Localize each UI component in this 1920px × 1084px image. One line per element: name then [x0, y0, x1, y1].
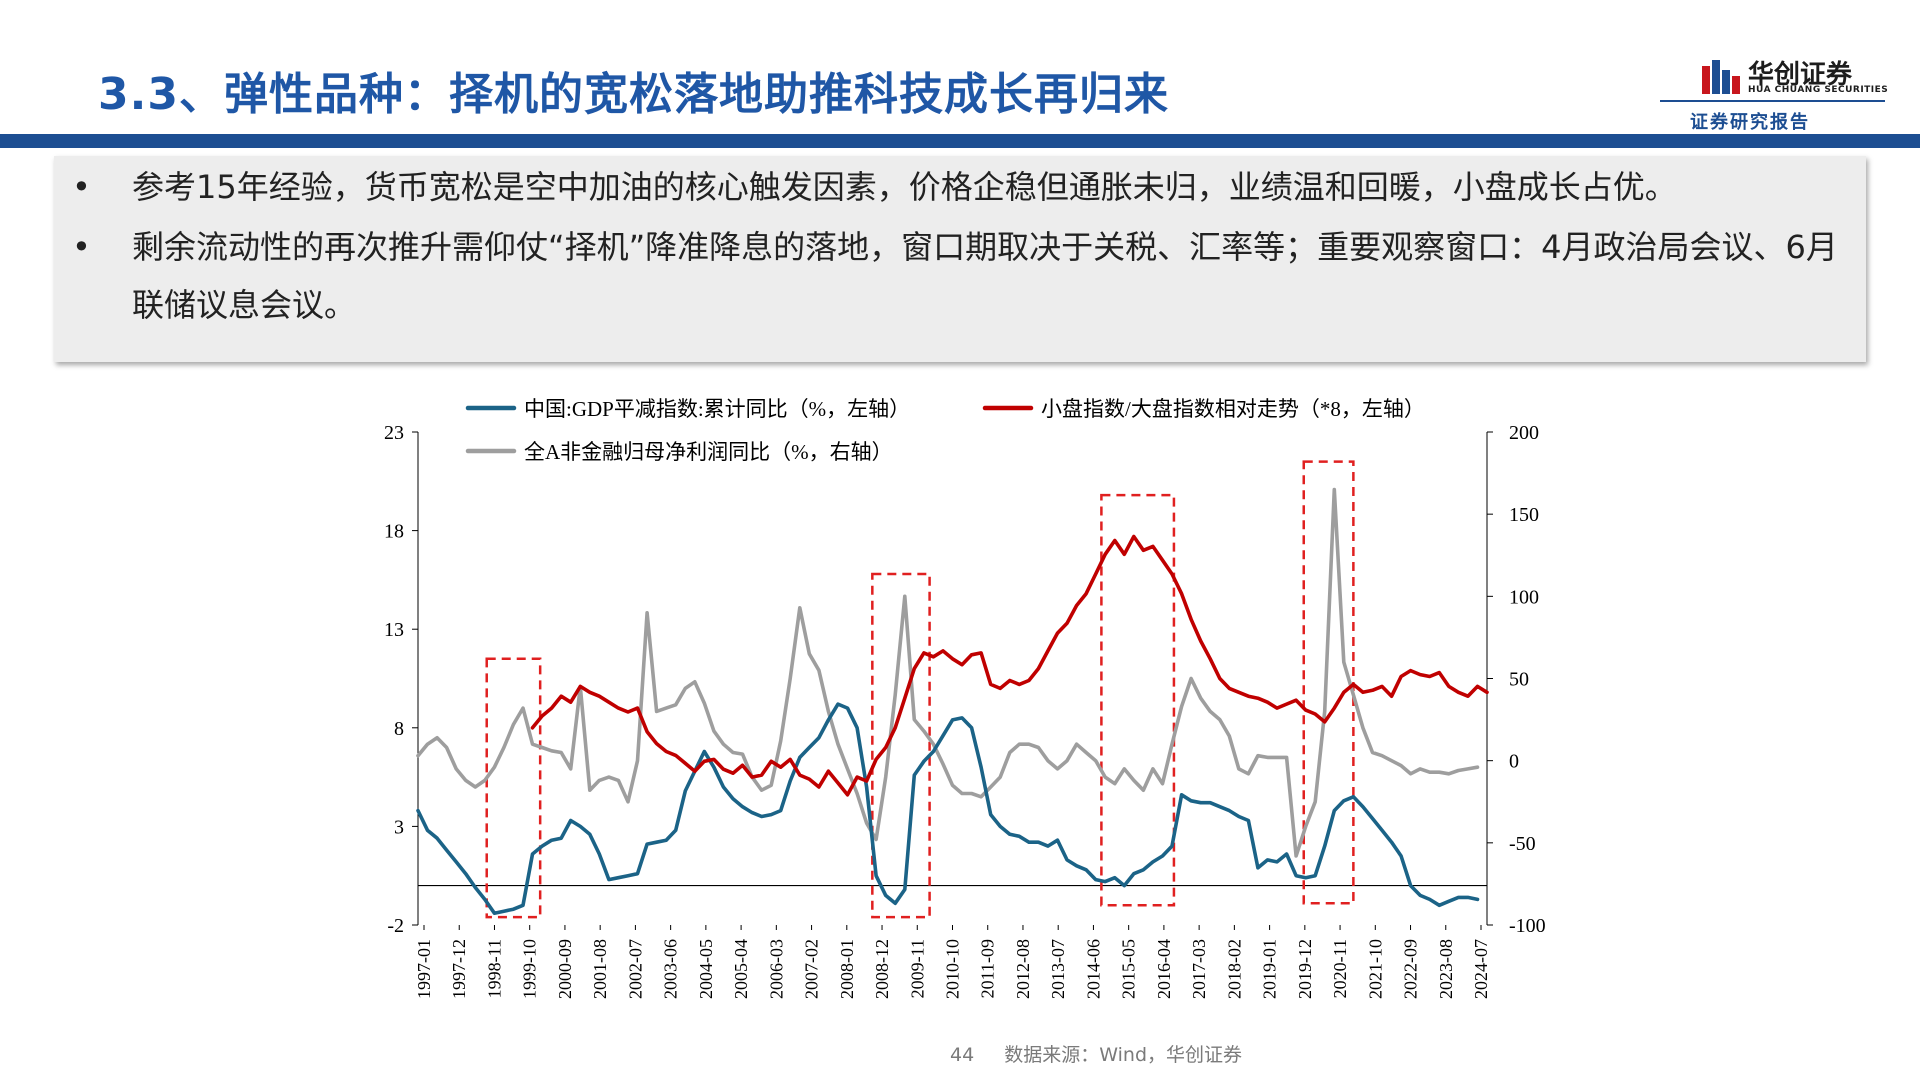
y-left-tick-label: 13	[384, 619, 404, 641]
x-tick-label: 2010-10	[943, 939, 963, 999]
series-line-2	[530, 534, 1489, 797]
y-left-tick-label: 8	[394, 718, 404, 740]
y-right-tick-label: 0	[1509, 751, 1519, 773]
y-right-tick-label: 50	[1509, 669, 1529, 691]
y-left-tick-label: 23	[384, 422, 404, 444]
legend-label: 全A非金融归母净利润同比（%，右轴）	[524, 440, 893, 464]
y-right-tick-label: 200	[1509, 422, 1539, 444]
x-tick-label: 2003-06	[661, 939, 681, 999]
x-tick-label: 2014-06	[1083, 939, 1103, 999]
x-tick-label: 2023-08	[1436, 939, 1456, 999]
summary-box: • 参考15年经验，货币宽松是空中加油的核心触发因素，价格企稳但通胀未归，业绩温…	[54, 156, 1866, 362]
x-tick-label: 2017-03	[1189, 939, 1209, 999]
x-tick-label: 2016-04	[1154, 939, 1174, 999]
x-tick-label: 2008-01	[837, 939, 857, 999]
x-tick-label: 2011-09	[978, 939, 998, 998]
highlight-window	[1100, 493, 1176, 907]
highlight-window	[1302, 460, 1355, 905]
x-tick-label: 2020-11	[1330, 939, 1350, 998]
series-line-1	[416, 702, 1480, 916]
x-tick-label: 2015-05	[1119, 939, 1139, 999]
x-tick-label: 2013-07	[1048, 939, 1068, 999]
x-tick-label: 2022-09	[1401, 939, 1421, 999]
x-tick-label: 2002-07	[625, 939, 645, 999]
logo-text-en: HUA CHUANG SECURITIES	[1748, 85, 1889, 95]
x-tick-label: 2000-09	[555, 939, 575, 999]
page-number: 44	[950, 1044, 975, 1066]
legend-label: 小盘指数/大盘指数相对走势（*8，左轴）	[1041, 397, 1425, 421]
x-tick-label: 2009-11	[907, 939, 927, 998]
y-right-tick-label: 100	[1509, 586, 1539, 608]
x-tick-label: 1997-12	[449, 939, 469, 999]
x-tick-label: 1999-10	[520, 939, 540, 999]
y-left-tick-label: 3	[394, 816, 404, 838]
x-tick-label: 2007-02	[802, 939, 822, 999]
brand-mark-icon	[1702, 60, 1740, 94]
y-left-tick-label: -2	[387, 915, 404, 937]
report-tag: 证券研究报告	[1690, 112, 1810, 133]
x-tick-label: 2019-12	[1295, 939, 1315, 999]
bullet-marker: •	[72, 228, 91, 266]
x-tick-label: 2005-04	[731, 939, 751, 999]
x-tick-label: 2008-12	[872, 939, 892, 999]
x-tick-label: 2012-08	[1013, 939, 1033, 999]
x-tick-label: 2001-08	[590, 939, 610, 999]
footer: 44 数据来源：Wind，华创证券	[950, 1040, 1242, 1067]
bullet-text: 剩余流动性的再次推升需仰仗“择机”降准降息的落地，窗口期取决于关税、汇率等；重要…	[132, 228, 1838, 324]
highlight-window	[485, 657, 542, 919]
y-right-tick-label: -50	[1509, 833, 1536, 855]
bullet-text: 参考15年经验，货币宽松是空中加油的核心触发因素，价格企稳但通胀未归，业绩温和回…	[132, 168, 1677, 206]
highlight-window	[871, 572, 931, 919]
series-line-3	[416, 487, 1480, 858]
legend-label: 中国:GDP平减指数:累计同比（%，左轴）	[524, 397, 910, 421]
logo-text-cn: 华创证券	[1748, 60, 1853, 90]
source-note: 数据来源：Wind，华创证券	[1004, 1044, 1243, 1066]
x-tick-label: 2004-05	[696, 939, 716, 999]
x-tick-label: 2019-01	[1260, 939, 1280, 999]
y-right-tick-label: 150	[1509, 504, 1539, 526]
logo-divider	[1660, 100, 1885, 102]
x-tick-label: 2021-10	[1365, 939, 1385, 999]
y-right-tick-label: -100	[1509, 915, 1546, 937]
page-title: 3.3、弹性品种：择机的宽松落地助推科技成长再归来	[98, 69, 1169, 120]
header-bar	[0, 134, 1920, 148]
x-tick-label: 2006-03	[766, 939, 786, 999]
y-left-tick-label: 18	[384, 521, 404, 543]
brand-logo: 华创证券 HUA CHUANG SECURITIES	[1700, 54, 1900, 98]
x-tick-label: 1997-01	[414, 939, 434, 999]
x-tick-label: 1998-11	[484, 939, 504, 998]
x-tick-label: 2018-02	[1224, 939, 1244, 999]
x-tick-label: 2024-07	[1471, 939, 1491, 999]
bullet-marker: •	[72, 168, 91, 206]
